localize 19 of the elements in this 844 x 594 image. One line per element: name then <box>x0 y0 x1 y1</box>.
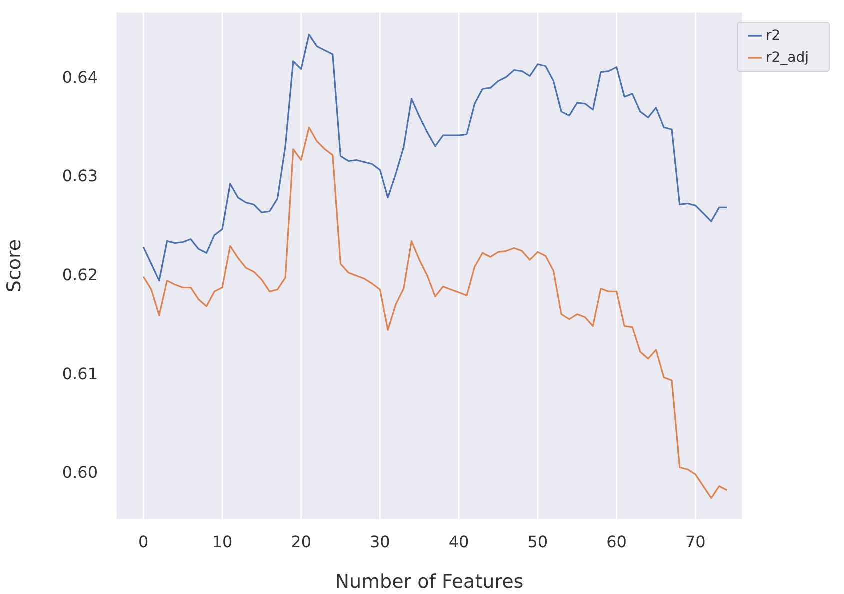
x-axis-title: Number of Features <box>335 571 524 593</box>
y-tick-label: 0.62 <box>62 266 98 285</box>
y-tick-label: 0.64 <box>62 68 98 87</box>
legend-label: r2 <box>766 28 781 44</box>
x-tick-label: 50 <box>528 532 548 552</box>
y-tick-label: 0.63 <box>62 166 98 186</box>
x-tick-label: 20 <box>291 532 312 552</box>
y-tick-label: 0.60 <box>62 463 98 482</box>
x-tick-label: 60 <box>606 532 627 552</box>
line-series <box>142 126 728 500</box>
x-tick-label: 10 <box>212 532 233 552</box>
x-tick-label: 40 <box>448 532 470 552</box>
y-axis-title: Score <box>4 239 26 293</box>
x-tick-label: 0 <box>138 532 149 552</box>
y-tick-label: 0.61 <box>62 364 98 384</box>
x-tick-label: 30 <box>370 532 390 552</box>
x-tick-label: 70 <box>685 532 706 552</box>
line-series <box>142 34 728 282</box>
legend-label: r2_adj <box>766 50 809 66</box>
